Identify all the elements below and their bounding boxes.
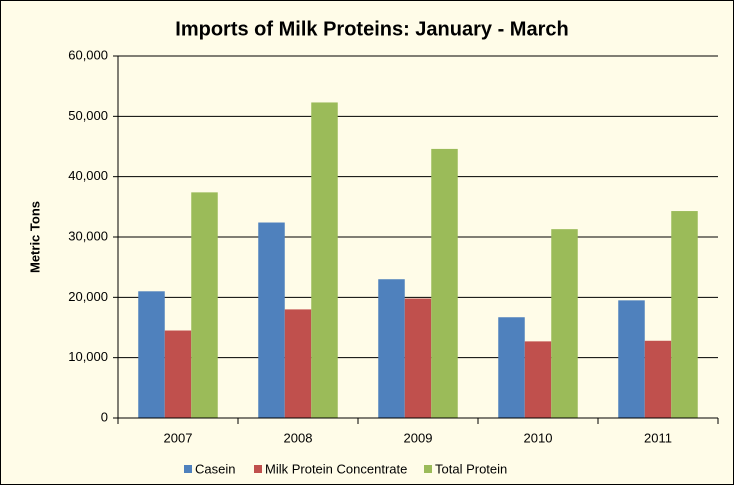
x-tick-label: 2011: [644, 430, 672, 445]
bar: [431, 148, 458, 418]
legend-swatch: [184, 465, 192, 473]
bar: [311, 102, 338, 418]
bar: [258, 222, 285, 418]
bar: [138, 291, 165, 418]
bar: [498, 317, 525, 418]
y-axis-title: Metric Tons: [27, 201, 42, 273]
y-tick-label: 20,000: [68, 289, 108, 304]
y-tick-label: 40,000: [68, 168, 108, 183]
x-tick-label: 2010: [524, 430, 553, 445]
bar: [618, 300, 645, 418]
x-tick-label: 2009: [404, 430, 433, 445]
x-tick-label: 2008: [284, 430, 313, 445]
bar: [671, 211, 698, 418]
bar: [164, 330, 192, 418]
legend-label: Milk Protein Concentrate: [265, 461, 407, 476]
bar: [191, 192, 218, 418]
bar: [404, 298, 432, 418]
legend-swatch: [424, 465, 432, 473]
bar: [378, 279, 405, 418]
legend-label: Casein: [195, 461, 235, 476]
bar: [551, 229, 578, 418]
legend-swatch: [254, 465, 262, 473]
bar: [644, 340, 672, 418]
y-tick-label: 60,000: [68, 47, 108, 62]
y-tick-label: 30,000: [68, 228, 108, 243]
bar: [524, 341, 552, 418]
y-tick-label: 50,000: [68, 108, 108, 123]
bar: [284, 309, 312, 418]
y-tick-label: 0: [101, 409, 108, 424]
y-tick-label: 10,000: [68, 349, 108, 364]
legend-label: Total Protein: [435, 461, 507, 476]
x-tick-label: 2007: [164, 430, 193, 445]
chart-title: Imports of Milk Proteins: January - Marc…: [175, 18, 568, 40]
